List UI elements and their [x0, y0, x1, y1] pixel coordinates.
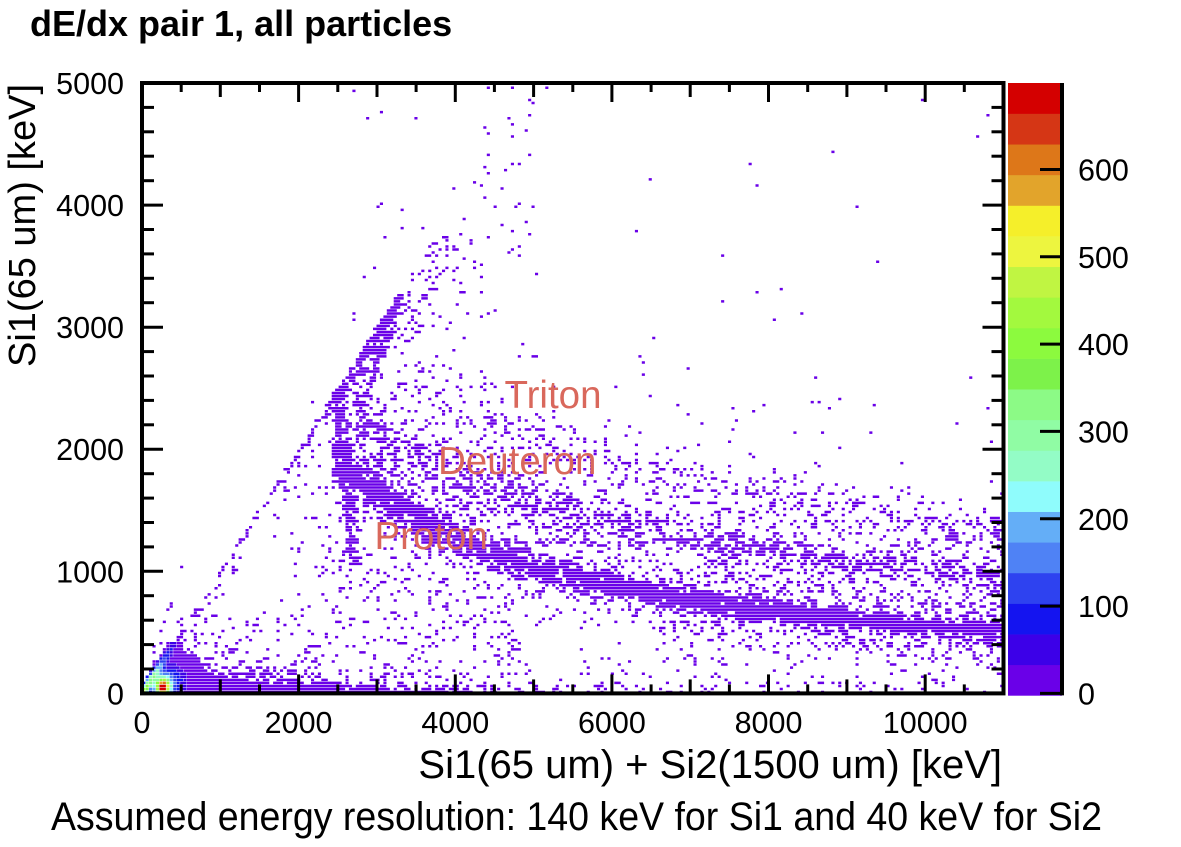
- svg-text:Si1(65 um) [keV]: Si1(65 um) [keV]: [2, 84, 44, 367]
- svg-text:2000: 2000: [56, 433, 124, 467]
- svg-text:300: 300: [1078, 415, 1129, 449]
- svg-text:Triton: Triton: [505, 374, 602, 417]
- svg-text:Proton: Proton: [375, 515, 488, 558]
- svg-text:0: 0: [134, 706, 151, 740]
- svg-text:1000: 1000: [56, 555, 124, 589]
- svg-text:0: 0: [1078, 677, 1095, 711]
- svg-text:4000: 4000: [421, 706, 489, 740]
- svg-text:4000: 4000: [56, 189, 124, 223]
- svg-text:Assumed energy resolution: 140: Assumed energy resolution: 140 keV for S…: [51, 795, 1102, 839]
- svg-text:8000: 8000: [735, 706, 803, 740]
- svg-text:6000: 6000: [578, 706, 646, 740]
- svg-text:Si1(65 um) + Si2(1500 um) [keV: Si1(65 um) + Si2(1500 um) [keV]: [418, 743, 1002, 787]
- svg-text:400: 400: [1078, 328, 1129, 362]
- svg-text:2000: 2000: [265, 706, 333, 740]
- svg-text:600: 600: [1078, 154, 1129, 188]
- svg-text:5000: 5000: [56, 67, 124, 101]
- svg-text:200: 200: [1078, 503, 1129, 537]
- svg-text:10000: 10000: [883, 706, 968, 740]
- svg-text:500: 500: [1078, 241, 1129, 275]
- svg-text:100: 100: [1078, 590, 1129, 624]
- svg-text:dE/dx pair 1, all particles: dE/dx pair 1, all particles: [30, 3, 452, 44]
- svg-text:Deuteron: Deuteron: [438, 440, 596, 483]
- svg-text:3000: 3000: [56, 311, 124, 345]
- svg-text:0: 0: [107, 677, 124, 711]
